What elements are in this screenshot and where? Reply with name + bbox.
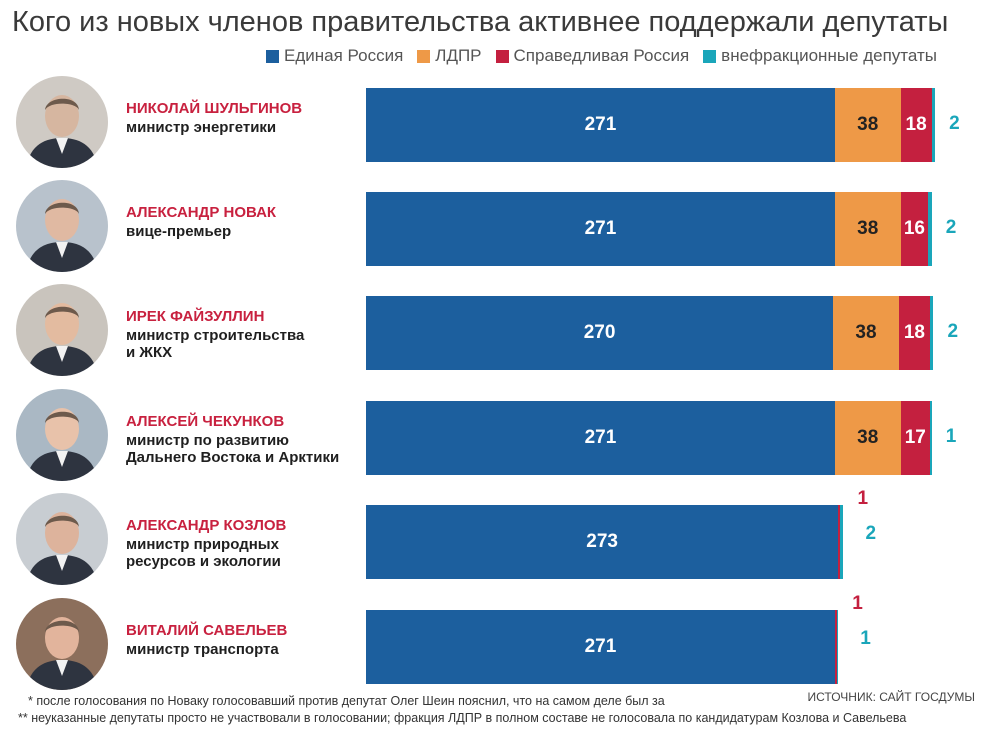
segment-just-russia: 16 [900,192,929,266]
person-role-line: и ЖКХ [126,344,173,361]
bar-value-label: 16 [903,218,925,239]
chart-title: Кого из новых членов правительства актив… [12,6,949,38]
segment-united-russia: 271 [366,192,835,266]
segment-united-russia: 273 [366,505,839,579]
bar-value-label: 271 [584,114,617,135]
bar-value-label: 2 [945,217,957,238]
legend-item: ЛДПР [417,46,482,66]
segment-just-russia: 17 [900,401,930,475]
segment-independent [929,401,932,475]
person-name: АЛЕКСАНДР КОЗЛОВ [126,517,287,534]
bar-value-label: 1 [857,488,869,509]
legend-swatch [495,49,509,63]
footnote-2: ** неуказанные депутаты просто не участв… [18,711,907,725]
person-name: ИРЕК ФАЙЗУЛЛИН [126,308,265,325]
segment-ldpr: 38 [834,88,901,162]
legend-label: внефракционные депутаты [721,46,937,65]
segment-ldpr: 38 [833,296,899,370]
legend-swatch [417,49,431,63]
legend-swatch [703,49,717,63]
person-role-line: министр энергетики [126,119,277,136]
bar-value-label: 273 [586,531,618,552]
segment-united-russia: 270 [366,296,834,370]
bar-value-label: 2 [947,321,959,342]
legend-item: Справедливая Россия [495,46,690,66]
person-role-line: ресурсов и экологии [126,553,281,570]
bar-value-label: 270 [583,322,616,343]
bar-value-label: 2 [949,113,960,134]
person-role: министр строительства и ЖКХ [126,327,304,361]
person-role: министр природных ресурсов и экологии [126,536,281,570]
segment-independent [928,192,932,266]
segment-united-russia: 271 [366,401,835,475]
bar-value-label: 271 [584,427,617,448]
bar-value-label: 1 [860,628,871,649]
bar-value-label: 18 [903,322,925,343]
legend-item: Единая Россия [266,46,403,66]
segment-just-russia: 18 [898,296,930,370]
person-role-line: вице-премьер [126,223,232,240]
segment-independent [836,610,839,684]
legend: Единая Россия ЛДПР Справедливая Россия внеф… [266,46,937,66]
segment-independent [840,505,844,579]
bar-value-label: 38 [857,427,879,448]
footnote-1: * после голосования по Новаку голосовавш… [28,694,665,708]
bar-value-label: 271 [584,636,617,657]
person-name: АЛЕКСЕЙ ЧЕКУНКОВ [126,413,285,430]
person-role-line: министр по развитию [126,432,289,449]
legend-item: внефракционные депутаты [703,46,937,66]
bar-value-label: 1 [852,593,863,614]
bar-value-label: 271 [584,218,617,239]
person-role-line: министр транспорта [126,641,279,658]
source-label: ИСТОЧНИК: САЙТ ГОСДУМЫ [807,690,975,704]
legend-label: ЛДПР [435,46,482,65]
segment-just-russia: 18 [900,88,932,162]
bar-value-label: 38 [855,322,877,343]
legend-label: Единая Россия [284,46,404,65]
chart-row: ВИТАЛИЙ САВЕЛЬЕВ министр транспорта 271 1 1 [0,592,987,696]
bar-value-label: 2 [865,523,877,544]
avatar [16,76,108,168]
legend-label: Справедливая Россия [513,46,690,65]
person-role: министр энергетики [126,119,276,136]
chart-row: АЛЕКСАНДР НОВАК вице-премьер 271 38 16 2 [0,174,987,278]
legend-swatch [266,49,280,63]
avatar [16,284,108,376]
person-name: НИКОЛАЙ ШУЛЬГИНОВ [126,100,303,117]
chart-row: НИКОЛАЙ ШУЛЬГИНОВ министр энергетики 271 38… [0,70,987,174]
person-role-line: министр природных [126,536,279,553]
bar-value-label: 1 [945,426,957,447]
segment-ldpr: 38 [834,401,901,475]
segment-independent [931,88,936,162]
bar-value-label: 17 [904,427,926,448]
person-role: министр по развитию Дальнего Востока и Ар… [126,432,339,466]
person-role-line: министр строительства [126,327,305,344]
chart-row: АЛЕКСАНДР КОЗЛОВ министр природных ресурсо… [0,487,987,591]
bar-value-label: 38 [857,218,879,239]
segment-independent [929,296,934,370]
segment-just-russia [838,505,840,579]
person-name: АЛЕКСАНДР НОВАК [126,204,277,221]
segment-just-russia [834,610,837,684]
segment-united-russia: 271 [366,88,835,162]
chart-row: ИРЕК ФАЙЗУЛЛИН министр строительства и ЖКХ… [0,278,987,382]
person-role-line: Дальнего Востока и Арктики [126,449,340,466]
person-name: ВИТАЛИЙ САВЕЛЬЕВ [126,622,288,639]
person-role: вице-премьер [126,223,231,240]
segment-united-russia: 271 [366,610,835,684]
chart-row: АЛЕКСЕЙ ЧЕКУНКОВ министр по развитию Дальн… [0,383,987,487]
avatar [16,598,108,690]
person-role: министр транспорта [126,641,279,658]
bar-value-label: 18 [905,114,927,135]
avatar [16,389,108,481]
avatar [16,180,108,272]
bar-value-label: 38 [857,114,879,135]
segment-ldpr: 38 [834,192,901,266]
avatar [16,493,108,585]
